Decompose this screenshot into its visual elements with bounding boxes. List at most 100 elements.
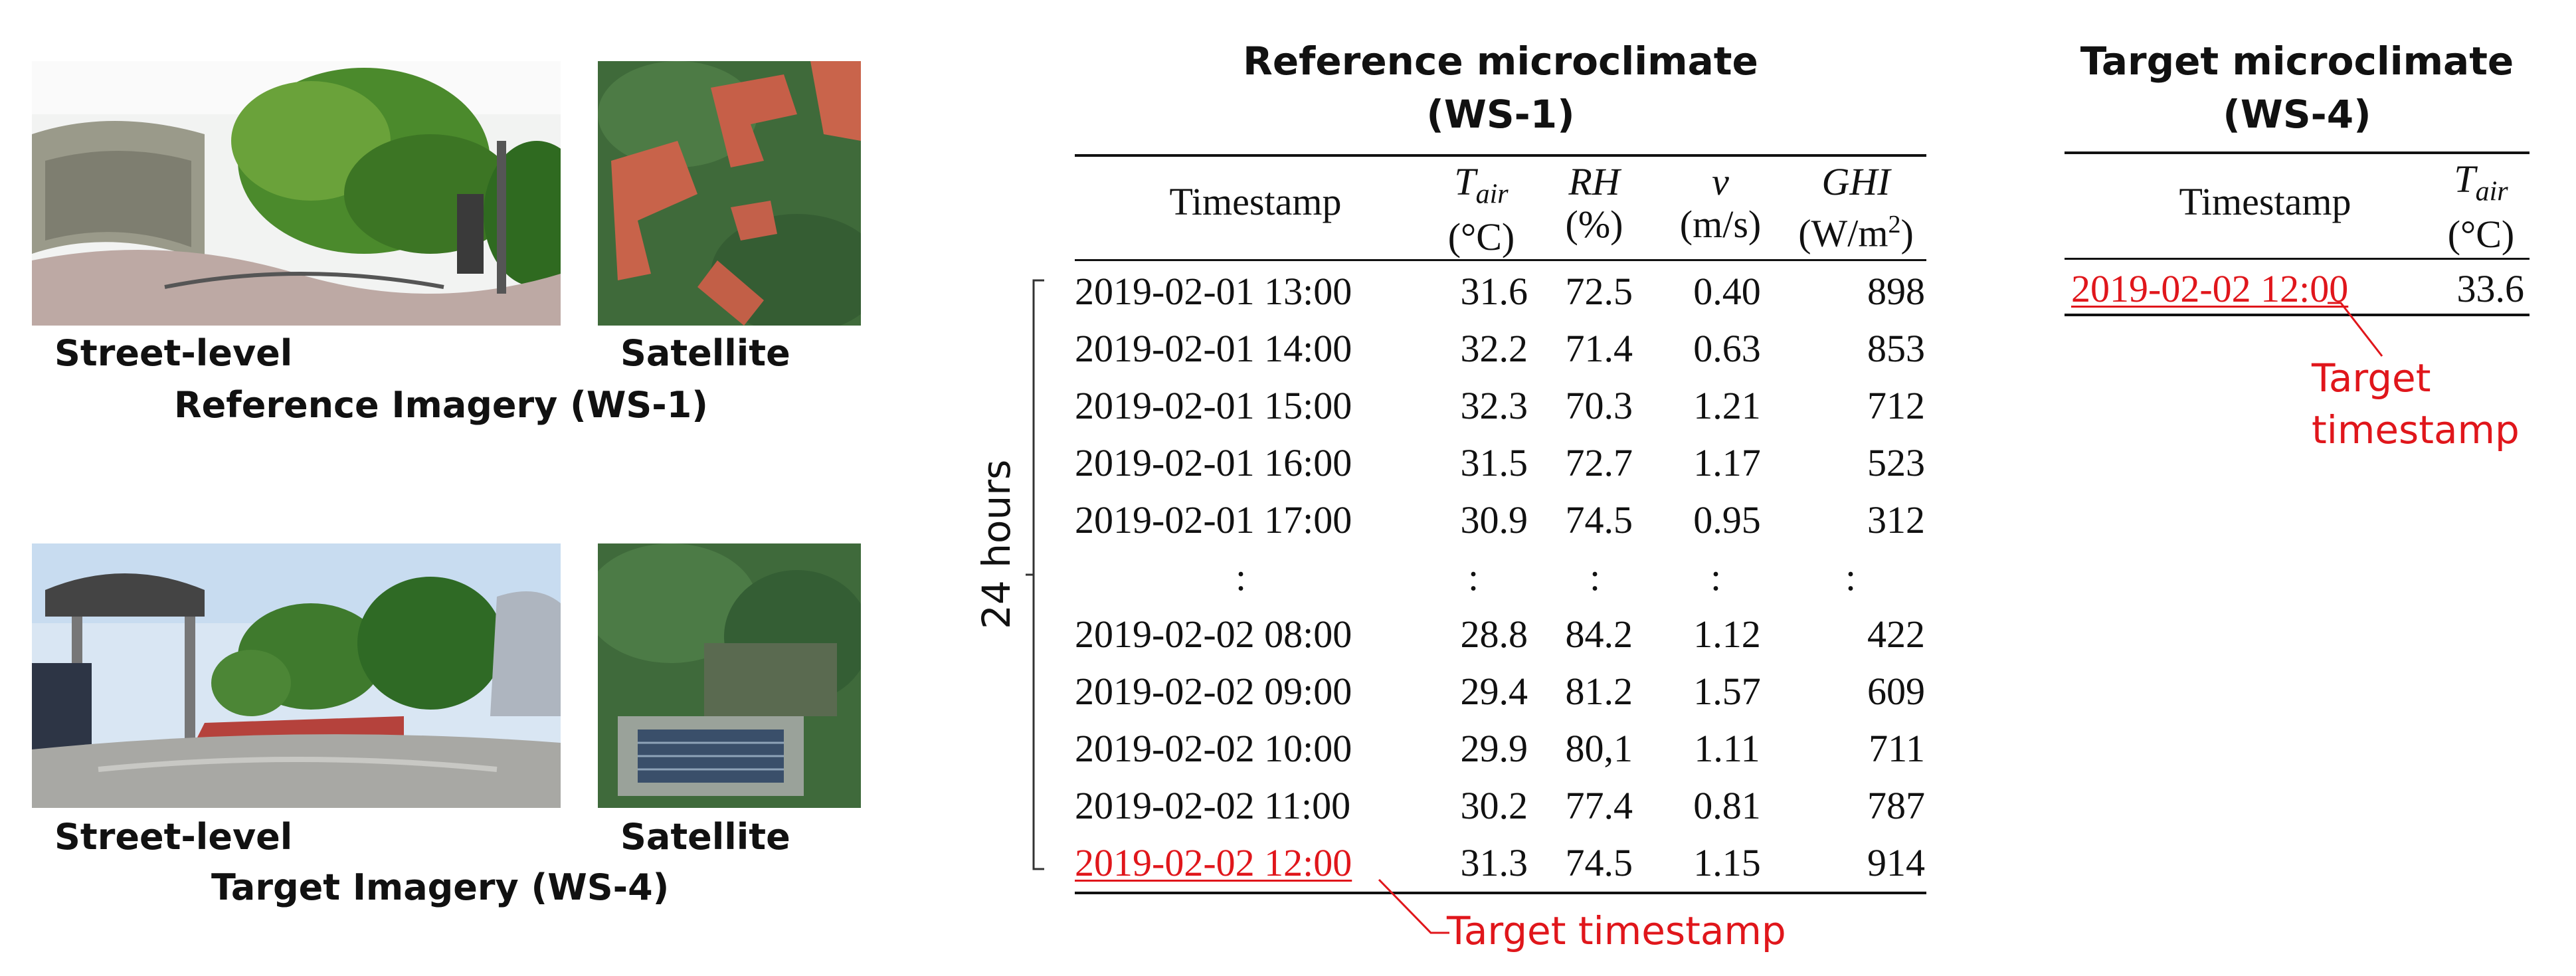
cell-tair: 30.2: [1460, 784, 1528, 827]
target-street-level-image: [32, 543, 561, 808]
cell-timestamp: 2019-02-01 13:00: [1075, 270, 1352, 313]
header-timestamp: Timestamp: [1169, 180, 1342, 223]
header-ghi-unit-close: ): [1900, 211, 1914, 255]
header-ghi-unit-base: (W/m: [1798, 211, 1888, 255]
span-label-24-hours: 24 hours: [974, 459, 1019, 629]
target-header-tair-symbol: T: [2454, 157, 2476, 201]
cell-timestamp: 2019-02-01 15:00: [1075, 384, 1352, 427]
cell-tair: 31.5: [1460, 441, 1528, 484]
cell-ellipsis: :: [1468, 555, 1479, 599]
target-cell-tair: 33.6: [2456, 267, 2525, 310]
header-v-symbol: v: [1712, 160, 1729, 203]
cell-ellipsis: :: [1710, 555, 1722, 599]
target-header-tair: Tair (°C): [2431, 158, 2531, 256]
cell-ghi: 711: [1869, 727, 1925, 770]
target-timestamp-note: Target timestamp: [1447, 908, 1786, 953]
cell-v: 1.57: [1693, 670, 1761, 713]
cell-tair: 31.6: [1460, 270, 1528, 313]
reference-title-line2: (WS-1): [1426, 92, 1575, 137]
reference-street-level-label: Street-level: [54, 332, 293, 374]
cell-ghi: 422: [1867, 613, 1925, 656]
cell-ghi: 914: [1867, 841, 1925, 884]
cell-v: 1.11: [1694, 727, 1760, 770]
cell-v: 0.40: [1693, 270, 1761, 313]
cell-ellipsis: :: [1845, 555, 1857, 599]
target-bottom-rule: [2065, 314, 2530, 316]
reference-header-rule: [1075, 259, 1926, 261]
table-row: 2019-02-01 14:00 32.2 71.4 0.63 853: [0, 320, 2576, 377]
cell-v: 0.63: [1693, 327, 1761, 370]
cell-v: 0.95: [1693, 498, 1761, 541]
ellipsis-row: : : : : :: [0, 549, 2576, 606]
cell-timestamp: 2019-02-01 16:00: [1075, 441, 1352, 484]
cell-v: 0.81: [1693, 784, 1761, 827]
cell-tair: 32.2: [1460, 327, 1528, 370]
table-row: 2019-02-02 08:00 28.8 84.2 1.12 422: [0, 606, 2576, 663]
cell-v: 1.21: [1693, 384, 1761, 427]
table-row: 2019-02-02 10:00 29.9 80,1 1.11 711: [0, 720, 2576, 777]
cell-rh: 84.2: [1565, 613, 1633, 656]
header-tair-sub: air: [1475, 179, 1509, 210]
table-row: 2019-02-02 09:00 29.4 81.2 1.57 609: [0, 663, 2576, 720]
cell-rh: 71.4: [1565, 327, 1633, 370]
cell-rh: 72.5: [1565, 270, 1633, 313]
reference-satellite-image: [598, 61, 861, 326]
reference-table-title: Reference microclimate (WS-1): [1075, 35, 1926, 141]
reference-street-level-image: [32, 61, 561, 326]
cell-rh: 72.7: [1565, 441, 1633, 484]
target-header-rule: [2065, 258, 2530, 260]
header-rh-unit: (%): [1565, 203, 1623, 246]
cell-timestamp: 2019-02-02 11:00: [1075, 784, 1351, 827]
target-table-row: 2019-02-02 12:00 33.6: [0, 260, 2576, 318]
header-rh-symbol: RH: [1568, 160, 1620, 203]
cell-ellipsis: :: [1590, 555, 1601, 599]
cell-rh: 74.5: [1565, 841, 1633, 884]
reference-table-body: 2019-02-01 13:00 31.6 72.5 0.40 898 2019…: [0, 263, 2576, 894]
cell-tair: 30.9: [1460, 498, 1528, 541]
cell-rh: 81.2: [1565, 670, 1633, 713]
hours-bracket: [1026, 279, 1044, 870]
target-street-level-label: Street-level: [54, 816, 293, 858]
cell-ghi: 609: [1867, 670, 1925, 713]
cell-ghi: 787: [1867, 784, 1925, 827]
cell-tair: 28.8: [1460, 613, 1528, 656]
table-row: 2019-02-01 15:00 32.3 70.3 1.21 712: [0, 377, 2576, 435]
target-note-line1: Target: [2312, 355, 2431, 401]
target-header-tair-unit: (°C): [2447, 212, 2515, 256]
target-note-line2: timestamp: [2312, 407, 2520, 452]
header-tair-unit: (°C): [1447, 215, 1515, 258]
reference-imagery-caption: Reference Imagery (WS-1): [174, 384, 708, 426]
header-ghi: GHI (W/m2): [1786, 161, 1926, 254]
header-rh: RH (%): [1548, 161, 1641, 246]
cell-ghi: 712: [1867, 384, 1925, 427]
cell-rh: 70.3: [1565, 384, 1633, 427]
table-row: 2019-02-01 16:00 31.5 72.7 1.17 523: [0, 435, 2576, 492]
cell-rh: 77.4: [1565, 784, 1633, 827]
reference-bottom-rule: [1075, 892, 1926, 894]
cell-target-timestamp: 2019-02-02 12:00: [1075, 841, 1352, 884]
cell-timestamp: 2019-02-02 09:00: [1075, 670, 1352, 713]
reference-title-line1: Reference microclimate: [1243, 39, 1758, 84]
cell-ghi: 523: [1867, 441, 1925, 484]
cell-v: 1.17: [1693, 441, 1761, 484]
table-row: 2019-02-02 11:00 30.2 77.4 0.81 787: [0, 777, 2576, 834]
target-satellite-label: Satellite: [620, 816, 790, 858]
target-table-title: Target microclimate (WS-4): [2065, 35, 2530, 141]
cell-timestamp: 2019-02-01 17:00: [1075, 498, 1352, 541]
target-satellite-image: [598, 543, 861, 808]
cell-timestamp: 2019-02-01 14:00: [1075, 327, 1352, 370]
target-top-rule: [2065, 151, 2530, 154]
target-header-timestamp: Timestamp: [2179, 180, 2351, 223]
cell-ghi: 853: [1867, 327, 1925, 370]
header-ghi-symbol: GHI: [1821, 160, 1890, 203]
reference-satellite-label: Satellite: [620, 332, 790, 374]
header-ghi-unit-exp: 2: [1888, 211, 1901, 239]
cell-tair: 32.3: [1460, 384, 1528, 427]
target-table-pointer-line: [2328, 302, 2383, 357]
target-cell-timestamp: 2019-02-02 12:00: [2071, 267, 2349, 310]
header-tair: Tair (°C): [1428, 161, 1534, 258]
target-title-line2: (WS-4): [2223, 92, 2371, 137]
cell-tair: 31.3: [1460, 841, 1528, 884]
header-v-unit: (m/s): [1679, 203, 1762, 246]
target-imagery-caption: Target Imagery (WS-4): [211, 866, 670, 908]
